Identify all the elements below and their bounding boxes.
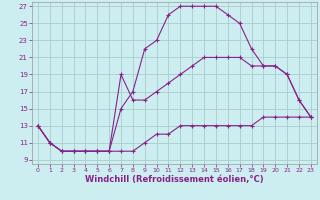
X-axis label: Windchill (Refroidissement éolien,°C): Windchill (Refroidissement éolien,°C) (85, 175, 264, 184)
